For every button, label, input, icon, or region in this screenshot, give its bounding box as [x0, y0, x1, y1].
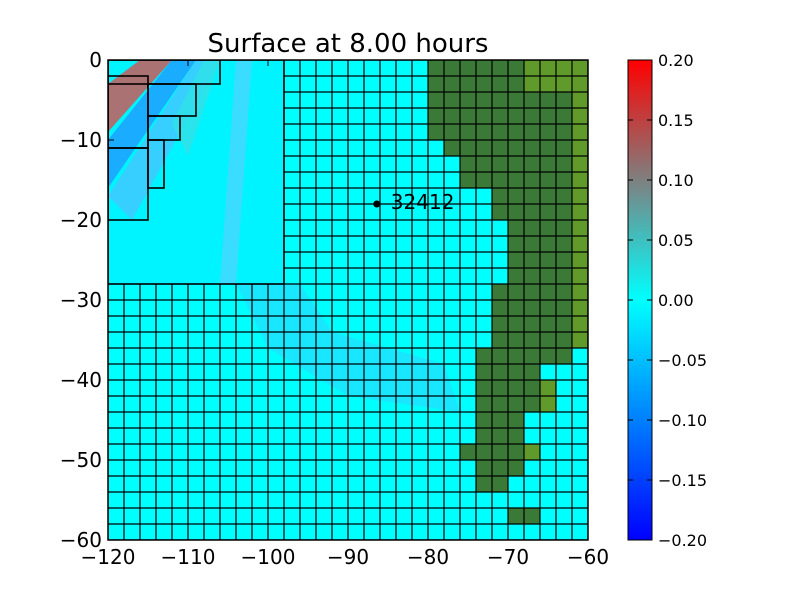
colorbar-tick-label: −0.15 [658, 471, 707, 490]
land-high-cell [572, 204, 588, 220]
y-tick-label: −60 [60, 528, 102, 552]
colorbar-tick-label: −0.05 [658, 351, 707, 370]
grid-lines [108, 60, 588, 540]
y-tick-label: −50 [60, 448, 102, 472]
colorbar-ticks: 0.20 0.15 0.10 0.05 0.00 −0.05 −0.10 −0.15 −0.20 [628, 51, 707, 550]
land-high-cell [572, 252, 588, 268]
plot-area [108, 60, 588, 540]
land-high-cell [572, 332, 588, 348]
gauge-marker [373, 200, 381, 208]
land-high-cell [572, 172, 588, 188]
land-high-cell [572, 124, 588, 140]
land-cell [444, 140, 588, 156]
land-high-cell [572, 92, 588, 108]
colorbar-tick-label: −0.20 [658, 531, 707, 550]
land-cell [476, 460, 524, 476]
x-tick-label: −120 [81, 545, 136, 569]
y-tick-label: −30 [60, 288, 102, 312]
land-cell [476, 428, 524, 444]
land-cell [508, 236, 588, 252]
x-tick-label: −100 [241, 545, 296, 569]
colorbar-tick-label: −0.10 [658, 411, 707, 430]
land-cell [508, 220, 588, 236]
land-high-cell [572, 156, 588, 172]
x-tick-label: −60 [567, 545, 609, 569]
refinement-patches [108, 60, 221, 221]
land-high-cell [572, 300, 588, 316]
land-high-cell [572, 140, 588, 156]
x-tick-label: −80 [407, 545, 449, 569]
shading-band [108, 60, 172, 132]
refinement-patch [108, 147, 149, 221]
shading-band [220, 60, 252, 284]
x-tick-label: −70 [487, 545, 529, 569]
shading-band [108, 60, 196, 188]
colorbar-tick-label: 0.20 [658, 51, 694, 70]
y-tick-label: −20 [60, 208, 102, 232]
colorbar-tick-label: 0.05 [658, 231, 694, 250]
land-high-cell [572, 284, 588, 300]
land-high-cell [572, 60, 588, 76]
x-axis: −120 −110 −100 −90 −80 −70 −60 [81, 60, 609, 569]
land-high-cell [572, 316, 588, 332]
colorbar-tick-label: 0.10 [658, 171, 694, 190]
land-high-cell [572, 188, 588, 204]
gauge-label: 32412 [391, 190, 455, 214]
y-axis: 0 −10 −20 −30 −40 −50 −60 [60, 48, 588, 552]
land-high-cell [572, 108, 588, 124]
land-high-cell [572, 268, 588, 284]
colorbar-tick-label: 0.15 [658, 111, 694, 130]
y-tick-label: −40 [60, 368, 102, 392]
x-tick-label: −110 [161, 545, 216, 569]
chart-title: Surface at 8.00 hours [208, 29, 489, 59]
refined-region-border [108, 60, 285, 285]
x-tick-label: −90 [327, 545, 369, 569]
land-cell [476, 412, 524, 428]
land-high-cell [572, 236, 588, 252]
colorbar: 0.20 0.15 0.10 0.05 0.00 −0.05 −0.10 −0.15 −0.20 [627, 51, 707, 550]
land-cell [508, 252, 588, 268]
y-tick-label: 0 [89, 48, 102, 72]
land-high-cell [524, 444, 540, 460]
gauge-annotation: 32412 [373, 190, 454, 214]
land-high-cell [572, 76, 588, 92]
colorbar-tick-label: 0.00 [658, 291, 694, 310]
land-high-cell [572, 220, 588, 236]
y-tick-label: −10 [60, 128, 102, 152]
land-cell [508, 268, 588, 284]
